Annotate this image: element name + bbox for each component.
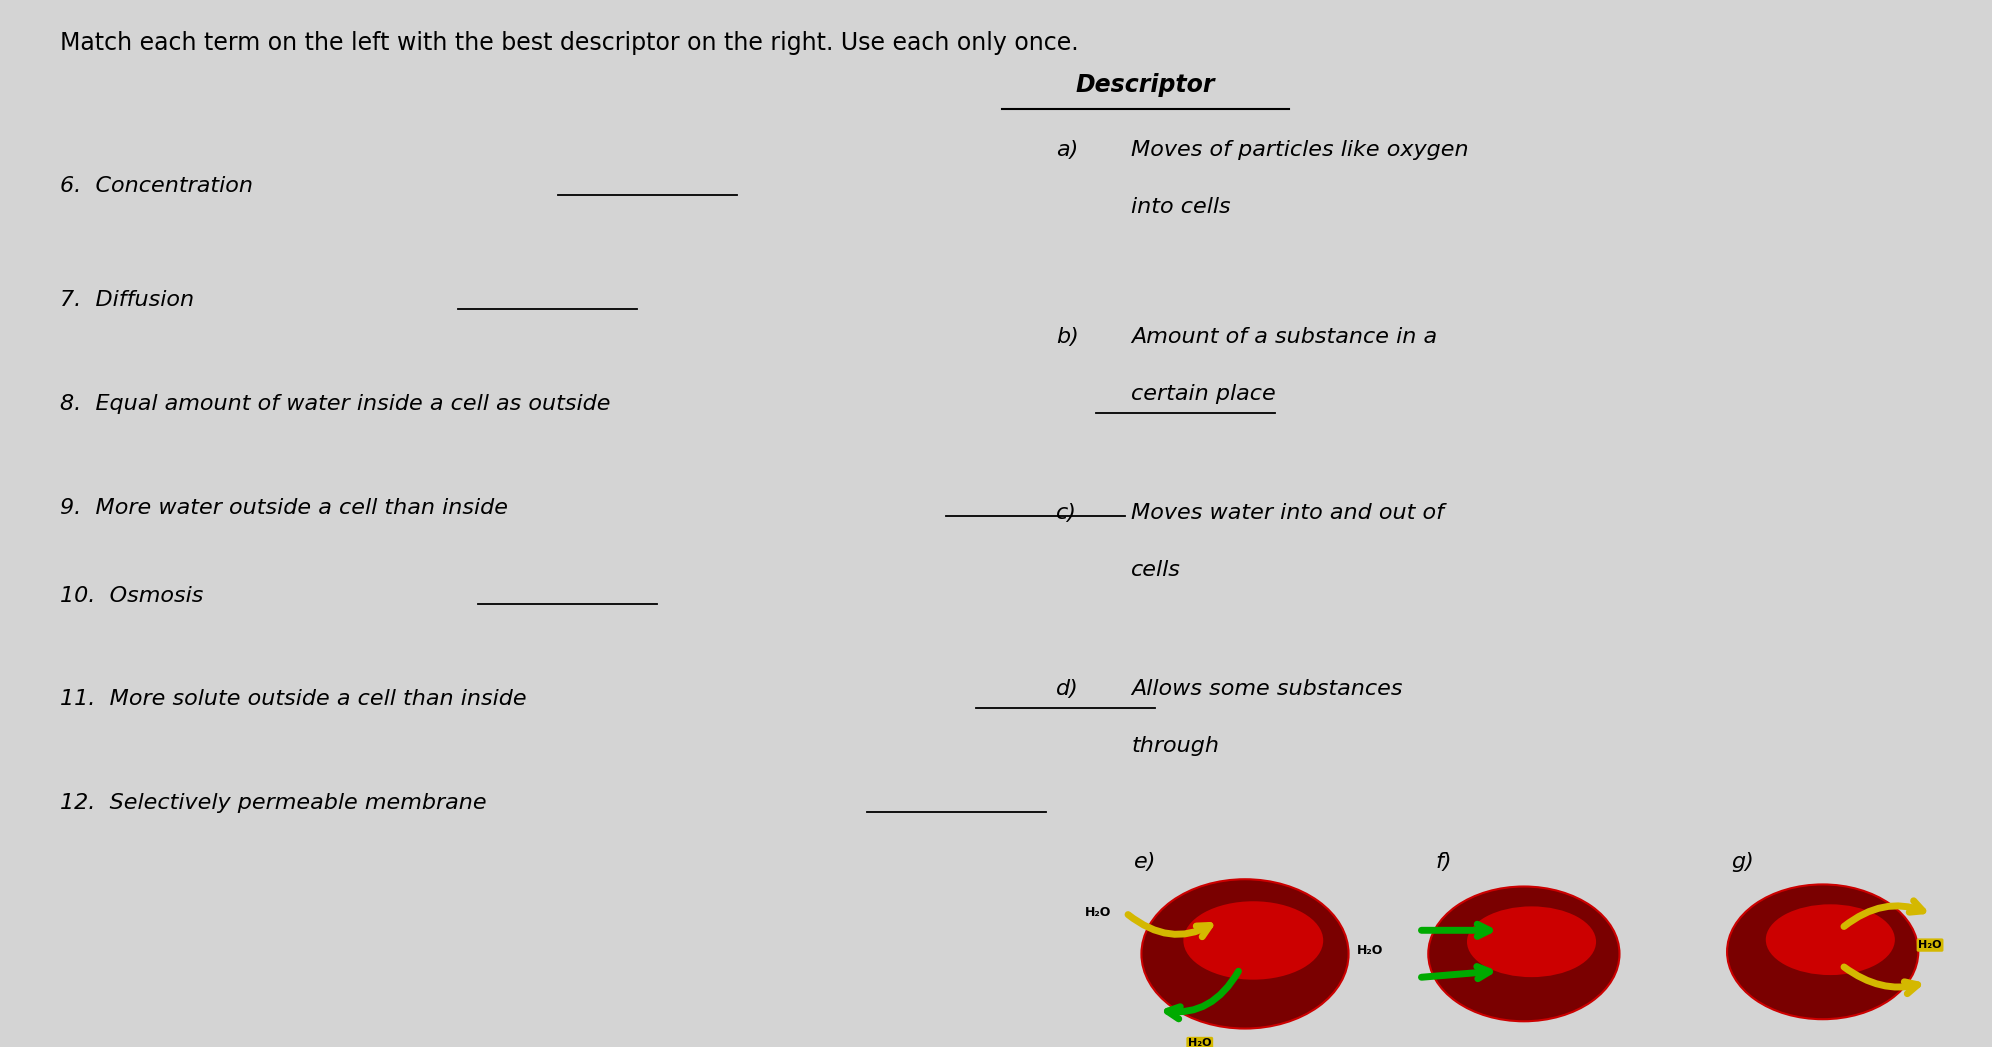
Text: 11.  More solute outside a cell than inside: 11. More solute outside a cell than insi… xyxy=(60,690,526,710)
Text: c): c) xyxy=(1056,503,1076,522)
Ellipse shape xyxy=(1183,901,1323,980)
Text: d): d) xyxy=(1056,680,1078,699)
Ellipse shape xyxy=(1765,905,1894,975)
Text: f): f) xyxy=(1436,852,1452,872)
Text: certain place: certain place xyxy=(1131,383,1277,404)
Text: 12.  Selectively permeable membrane: 12. Selectively permeable membrane xyxy=(60,794,486,814)
Text: Moves water into and out of: Moves water into and out of xyxy=(1131,503,1444,522)
Text: cells: cells xyxy=(1131,560,1181,580)
Text: H₂O: H₂O xyxy=(1084,907,1112,919)
Text: a): a) xyxy=(1056,140,1078,160)
Text: 7.  Diffusion: 7. Diffusion xyxy=(60,290,193,310)
Text: H₂O: H₂O xyxy=(1187,1039,1211,1047)
Ellipse shape xyxy=(1727,885,1918,1019)
Text: 9.  More water outside a cell than inside: 9. More water outside a cell than inside xyxy=(60,497,508,517)
Text: Moves of particles like oxygen: Moves of particles like oxygen xyxy=(1131,140,1468,160)
Text: b): b) xyxy=(1056,327,1078,347)
Text: 8.  Equal amount of water inside a cell as outside: 8. Equal amount of water inside a cell a… xyxy=(60,394,610,414)
Ellipse shape xyxy=(1428,887,1619,1021)
Text: Allows some substances: Allows some substances xyxy=(1131,680,1402,699)
Text: into cells: into cells xyxy=(1131,197,1231,217)
Ellipse shape xyxy=(1466,907,1596,977)
Text: 6.  Concentration: 6. Concentration xyxy=(60,176,253,196)
Text: H₂O: H₂O xyxy=(1357,944,1382,957)
Text: e): e) xyxy=(1133,852,1157,872)
Text: Descriptor: Descriptor xyxy=(1076,72,1215,96)
Text: Amount of a substance in a: Amount of a substance in a xyxy=(1131,327,1438,347)
Text: g): g) xyxy=(1731,852,1755,872)
Text: through: through xyxy=(1131,736,1219,756)
Text: H₂O: H₂O xyxy=(1918,940,1942,950)
Text: Match each term on the left with the best descriptor on the right. Use each only: Match each term on the left with the bes… xyxy=(60,31,1078,55)
Text: 10.  Osmosis: 10. Osmosis xyxy=(60,586,203,606)
Ellipse shape xyxy=(1141,879,1349,1028)
